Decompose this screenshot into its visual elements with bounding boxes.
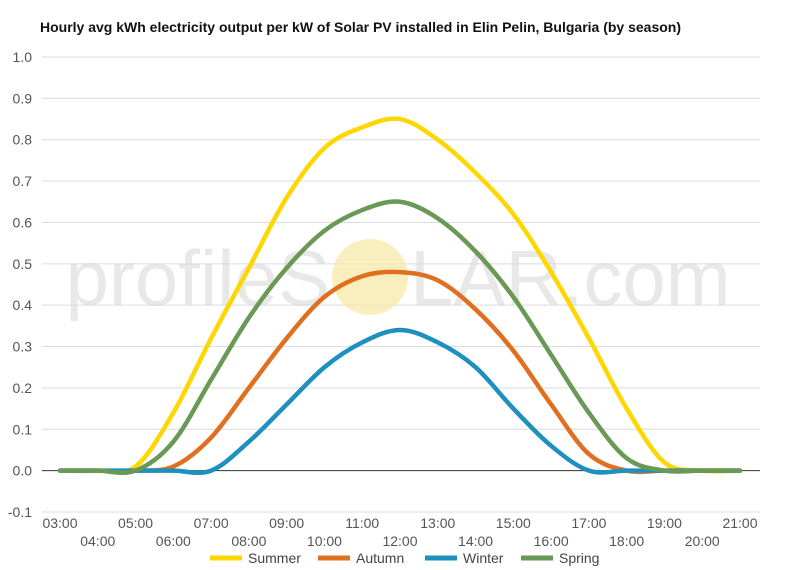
x-tick-label: 14:00 (458, 533, 493, 549)
legend-label-winter[interactable]: Winter (463, 550, 504, 566)
x-tick-label: 04:00 (80, 533, 115, 549)
x-tick-label: 09:00 (269, 515, 304, 531)
x-tick-label: 18:00 (609, 533, 644, 549)
x-tick-label: 21:00 (722, 515, 757, 531)
legend-label-autumn[interactable]: Autumn (356, 550, 404, 566)
y-tick-label: 0.3 (13, 339, 33, 355)
series-line-spring (57, 199, 743, 476)
y-tick-label: 0.4 (13, 297, 33, 313)
x-tick-label: 16:00 (534, 533, 569, 549)
x-tick-label: 03:00 (42, 515, 77, 531)
y-tick-label: 0.0 (13, 463, 33, 479)
y-tick-label: 0.5 (13, 256, 33, 272)
y-tick-label: 0.8 (13, 132, 33, 148)
series-line-winter (57, 327, 743, 476)
x-tick-label: 15:00 (496, 515, 531, 531)
legend-label-summer[interactable]: Summer (248, 550, 301, 566)
x-tick-label: 20:00 (685, 533, 720, 549)
x-tick-label: 10:00 (307, 533, 342, 549)
x-tick-label: 08:00 (231, 533, 266, 549)
y-tick-label: 0.6 (13, 214, 33, 230)
y-tick-label: 0.9 (13, 90, 33, 106)
y-tick-label: -0.1 (8, 504, 32, 520)
series-line-summer (57, 116, 743, 475)
y-tick-label: 0.7 (13, 173, 33, 189)
x-tick-label: 11:00 (345, 515, 379, 531)
x-tick-label: 13:00 (420, 515, 455, 531)
y-tick-label: 1.0 (13, 49, 33, 65)
watermark-text-left: profileS (66, 234, 330, 322)
x-tick-label: 17:00 (571, 515, 606, 531)
x-tick-label: 06:00 (156, 533, 191, 549)
y-tick-label: 0.2 (13, 380, 33, 396)
x-tick-label: 12:00 (382, 533, 417, 549)
x-tick-label: 05:00 (118, 515, 153, 531)
x-tick-label: 07:00 (194, 515, 229, 531)
legend-label-spring[interactable]: Spring (559, 550, 599, 566)
watermark-sun (332, 239, 408, 315)
x-tick-label: 19:00 (647, 515, 682, 531)
y-tick-label: 0.1 (13, 421, 33, 437)
chart-title: Hourly avg kWh electricity output per kW… (40, 19, 682, 35)
